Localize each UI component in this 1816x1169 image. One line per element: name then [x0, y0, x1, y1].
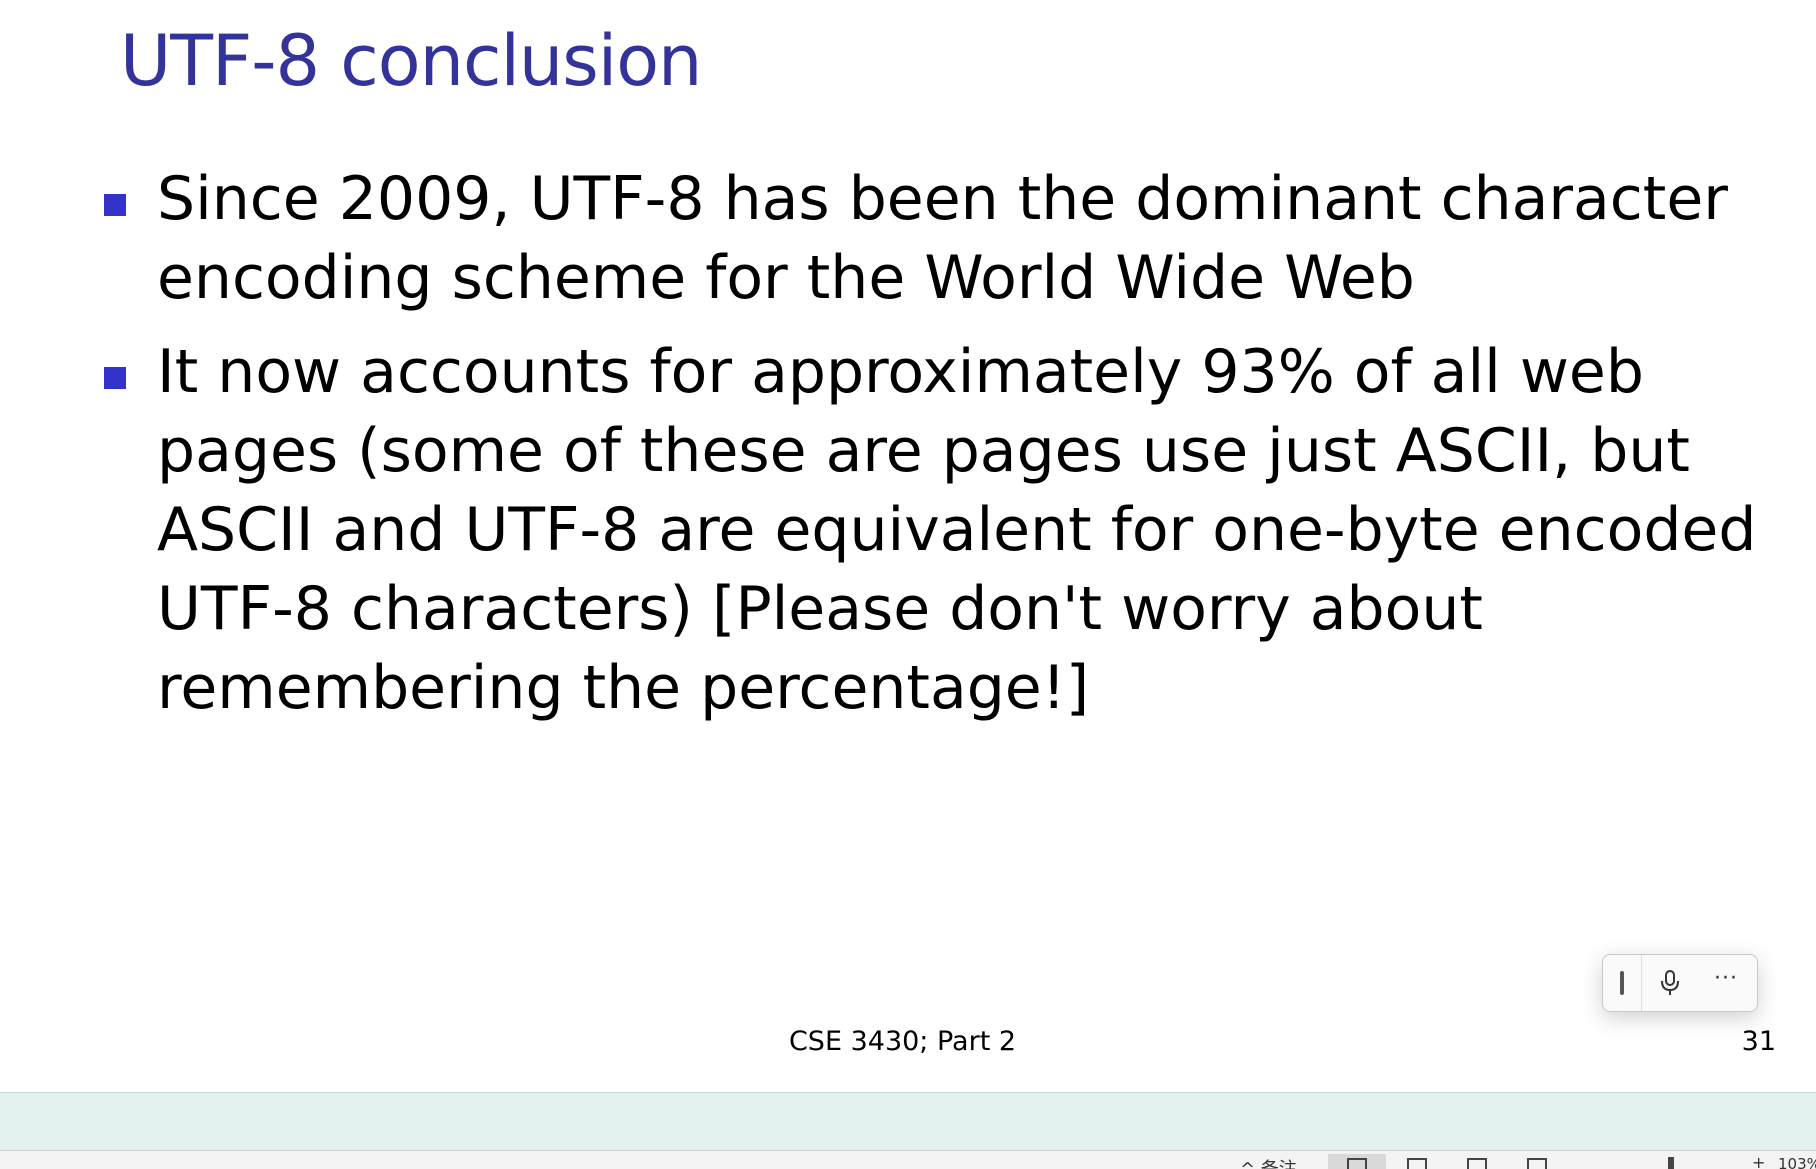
- status-bar: ^ 备注 + 103%: [0, 1150, 1816, 1169]
- slide-title: UTF-8 conclusion: [120, 20, 702, 102]
- notes-pane[interactable]: [0, 1092, 1816, 1151]
- microphone-button[interactable]: [1642, 955, 1698, 1011]
- more-options-button[interactable]: ···: [1698, 955, 1754, 1011]
- bullet-item: Since 2009, UTF-8 has been the dominant …: [104, 160, 1804, 318]
- bullet-item: It now accounts for approximately 93% of…: [104, 333, 1804, 728]
- bullet-line: UTF-8 characters) [Please don't worry ab…: [157, 574, 1483, 644]
- bullet-line: ASCII and UTF-8 are equivalent for one-b…: [157, 495, 1757, 565]
- bullet-line: It now accounts for approximately 93% of…: [157, 337, 1644, 407]
- more-options-icon: ···: [1714, 966, 1738, 991]
- zoom-level[interactable]: 103%: [1778, 1155, 1816, 1169]
- bullet-line: pages (some of these are pages use just …: [157, 416, 1690, 486]
- zoom-in-button[interactable]: +: [1752, 1153, 1766, 1169]
- square-bullet-icon: [104, 194, 126, 216]
- reading-view-button[interactable]: [1448, 1154, 1506, 1169]
- reading-view-icon: [1467, 1158, 1487, 1169]
- bullet-line: remembering the percentage!]: [157, 653, 1090, 723]
- grip-handle-icon[interactable]: [1603, 955, 1642, 1011]
- slide-canvas: UTF-8 conclusion Since 2009, UTF-8 has b…: [104, 20, 1804, 1057]
- normal-view-icon: [1347, 1158, 1367, 1169]
- zoom-slider-thumb[interactable]: [1668, 1157, 1674, 1169]
- microphone-icon: [1661, 970, 1679, 995]
- bullet-line: Since 2009, UTF-8 has been the dominant …: [157, 164, 1728, 234]
- normal-view-button[interactable]: [1328, 1154, 1386, 1169]
- slide-sorter-view-button[interactable]: [1388, 1154, 1446, 1169]
- slide-page-number: 31: [1741, 1026, 1776, 1057]
- square-bullet-icon: [104, 367, 126, 389]
- slideshow-view-button[interactable]: [1508, 1154, 1566, 1169]
- slide-footer: CSE 3430; Part 2: [788, 1026, 1017, 1057]
- floating-dictation-toolbar: ···: [1602, 954, 1758, 1012]
- slide-sorter-icon: [1407, 1158, 1427, 1169]
- bullet-line: encoding scheme for the World Wide Web: [157, 243, 1415, 313]
- bullet-list: Since 2009, UTF-8 has been the dominant …: [104, 160, 1804, 743]
- notes-toggle-button[interactable]: ^ 备注: [1240, 1155, 1297, 1169]
- slideshow-icon: [1527, 1158, 1547, 1169]
